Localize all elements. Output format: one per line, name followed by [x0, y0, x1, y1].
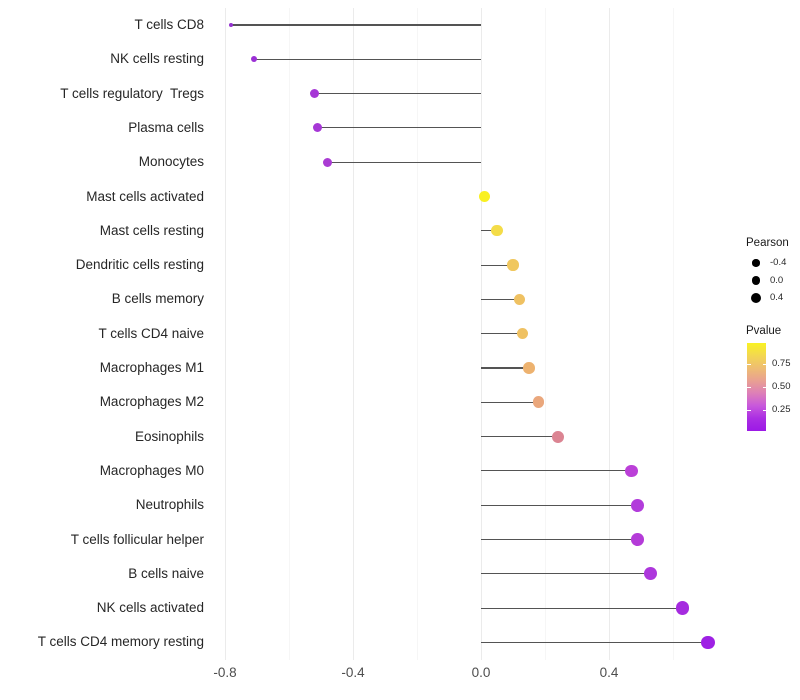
data-point [551, 430, 564, 443]
y-axis-label: NK cells resting [110, 51, 204, 67]
y-axis-label: Neutrophils [135, 497, 204, 513]
data-point [310, 89, 320, 99]
y-axis-label: T cells CD4 memory resting [37, 634, 204, 650]
x-axis-tick-label: 0.4 [599, 665, 619, 680]
legend-size-dot [751, 293, 761, 304]
lollipop-stem [481, 641, 709, 643]
colorbar-tick-mark [747, 387, 751, 388]
lollipop-stem [327, 161, 481, 163]
colorbar-tick-label: 0.50 [772, 381, 791, 392]
plot-panel [212, 8, 716, 660]
legend-size-label: 0.4 [770, 292, 784, 304]
lollipop-stem [481, 504, 638, 506]
y-axis-label: Macrophages M1 [99, 360, 204, 375]
lollipop-stem [481, 298, 520, 300]
gridline-minor [544, 8, 546, 660]
colorbar-tick-label: 0.25 [772, 404, 791, 416]
y-axis-label: NK cells activated [96, 600, 204, 616]
data-point [644, 567, 658, 581]
data-point [523, 362, 535, 374]
y-axis-label: T cells CD4 naive [98, 325, 204, 341]
gridline-major [224, 8, 226, 660]
pvalue-colorbar [747, 343, 766, 431]
lollipop-stem [231, 24, 481, 26]
data-point [631, 533, 645, 546]
colorbar-tick-label: 0.75 [772, 357, 791, 369]
legend-pearson-title: Pearson [746, 237, 789, 249]
colorbar-tick-mark [762, 387, 766, 388]
y-axis-label: T cells follicular helper [70, 531, 204, 547]
lollipop-stem [317, 127, 481, 129]
data-point [631, 498, 645, 512]
y-axis-label: Mast cells activated [86, 188, 204, 204]
y-axis-label: Dendritic cells resting [75, 257, 204, 273]
data-point [250, 56, 257, 63]
gridline-major [352, 8, 354, 660]
lollipop-stem [481, 367, 529, 369]
y-axis-label: B cells naive [128, 565, 204, 581]
lollipop-stem [481, 538, 638, 541]
legend-size-label: 0.0 [770, 274, 784, 286]
data-point [322, 157, 333, 167]
y-axis-label: Macrophages M2 [99, 394, 204, 410]
x-axis-tick-label: -0.4 [341, 665, 365, 680]
y-axis-label: Eosinophils [134, 428, 204, 444]
lollipop-stem [481, 607, 683, 609]
legend-size-dot [751, 276, 761, 286]
gridline-minor [672, 8, 674, 660]
gridline-minor [288, 8, 290, 660]
lollipop-stem [481, 470, 632, 472]
data-point [675, 601, 690, 615]
data-point [516, 327, 529, 340]
data-point [625, 464, 638, 478]
gridline-minor [416, 8, 418, 660]
data-point [513, 293, 526, 306]
colorbar-tick-mark [762, 410, 766, 412]
y-axis-label: B cells memory [111, 291, 204, 307]
lollipop-stem [481, 401, 539, 403]
colorbar-tick-mark [747, 363, 751, 365]
data-point [478, 190, 490, 203]
lollipop-stem [481, 230, 497, 232]
data-point [701, 635, 716, 650]
lollipop-stem [253, 58, 481, 60]
colorbar-tick-mark [747, 410, 751, 412]
lollipop-stem [481, 264, 513, 266]
y-axis-label: Macrophages M0 [99, 462, 204, 478]
data-point [229, 22, 234, 28]
lollipop-stem [481, 436, 558, 438]
y-axis-label: Monocytes [138, 154, 204, 170]
x-axis-tick-label: -0.8 [213, 665, 237, 680]
legend-size-label: -0.4 [770, 257, 787, 268]
legend-pvalue-title: Pvalue [746, 325, 782, 337]
y-axis-label: Plasma cells [128, 119, 204, 135]
data-point [491, 225, 503, 237]
y-axis-label: T cells CD8 [134, 17, 204, 32]
y-axis-label: T cells regulatory Tregs [60, 85, 204, 101]
gridline-major [608, 8, 610, 660]
x-axis-tick-label: 0.0 [471, 665, 491, 680]
lollipop-stem [481, 333, 523, 335]
colorbar-tick-mark [762, 363, 766, 365]
y-axis-label: Mast cells resting [99, 222, 204, 238]
lollipop-stem [481, 573, 651, 575]
data-point [507, 259, 519, 271]
data-point [532, 396, 545, 409]
data-point [313, 123, 323, 133]
legend-size-dot [752, 259, 760, 267]
lollipop-stem [314, 93, 481, 95]
